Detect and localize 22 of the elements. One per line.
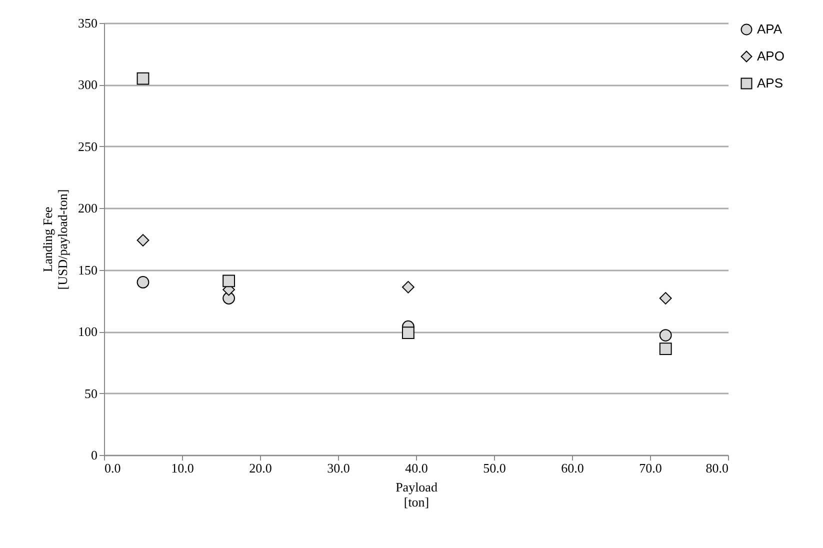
- x-axis-title: Payload [ton]: [396, 480, 438, 510]
- x-tick-label: 20.0: [249, 460, 272, 476]
- y-tick-label: 200: [78, 200, 98, 216]
- x-tick-label: 40.0: [405, 460, 428, 476]
- y-tick-label: 350: [78, 16, 98, 30]
- y-tick-label: 250: [78, 138, 98, 154]
- x-tick-label: 80.0: [706, 460, 728, 476]
- y-tick-label: 50: [84, 386, 98, 401]
- legend-label: APO: [757, 48, 784, 64]
- y-tick-label: 0: [91, 448, 98, 462]
- x-tick-label: 60.0: [561, 460, 584, 476]
- x-tick-label: 10.0: [171, 460, 194, 476]
- legend-label: APA: [757, 22, 782, 36]
- y-tick-label: 150: [78, 262, 98, 278]
- x-tick-label: 70.0: [639, 460, 662, 476]
- y-axis-title: Landing Fee [USD/payload-ton]: [40, 189, 70, 290]
- x-tick-label: 0.0: [104, 460, 121, 476]
- y-tick-label: 100: [78, 324, 98, 340]
- x-tick-label: 50.0: [483, 460, 506, 476]
- x-tick-label: 30.0: [327, 460, 350, 476]
- legend-label: APS: [757, 76, 784, 90]
- y-tick-label: 300: [78, 77, 98, 92]
